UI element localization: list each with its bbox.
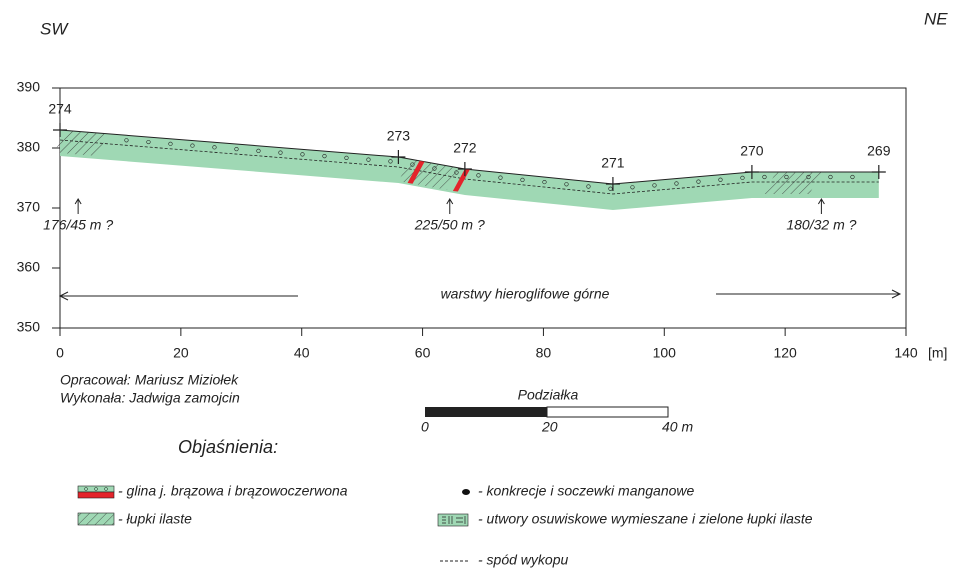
- dip-label: 176/45 m ?: [43, 217, 113, 233]
- station-label: 269: [867, 143, 891, 159]
- scale-bar: [425, 407, 547, 417]
- scale-tick: 20: [541, 419, 558, 435]
- x-tick-label: 60: [415, 345, 431, 361]
- legend-title: Objaśnienia:: [178, 437, 278, 457]
- dip-label: 225/50 m ?: [414, 217, 485, 233]
- credit: Wykonała: Jadwiga zamojcin: [60, 390, 240, 406]
- legend-label: - glina j. brązowa i brązowoczerwona: [118, 483, 348, 499]
- legend-label: - utwory osuwiskowe wymieszane i zielone…: [478, 511, 813, 527]
- x-tick-label: 140: [894, 345, 918, 361]
- y-tick-label: 360: [17, 259, 41, 275]
- x-tick-label: 100: [653, 345, 677, 361]
- dip-label: 180/32 m ?: [786, 217, 856, 233]
- direction-label: NE: [924, 9, 948, 28]
- station-label: 273: [387, 128, 411, 144]
- formation-arrow: [60, 292, 298, 300]
- scale-title: Podziałka: [518, 387, 579, 403]
- y-tick-label: 350: [17, 319, 41, 335]
- profile-diagram: SW NE 350 360 370 380 390 0 20 40 60 80 100 120 140 […: [0, 0, 954, 569]
- plot: 350 360 370 380 390 0 20 40 60 80 100 120 140 [m] 274 2…: [17, 79, 948, 361]
- formation-arrow: [716, 290, 900, 298]
- y-tick-label: 390: [17, 79, 41, 95]
- y-tick-label: 380: [17, 139, 41, 155]
- y-tick-label: 370: [17, 199, 41, 215]
- scale-bar: [547, 407, 668, 417]
- legend-label: - konkrecje i soczewki manganowe: [478, 483, 695, 499]
- credit: Opracował: Mariusz Miziołek: [60, 372, 239, 388]
- scale-tick: 40 m: [662, 419, 693, 435]
- x-tick-label: 120: [773, 345, 797, 361]
- legend-label: - łupki ilaste: [118, 511, 192, 527]
- station-label: 270: [740, 143, 764, 159]
- x-unit: [m]: [928, 345, 947, 361]
- x-tick-label: 20: [173, 345, 189, 361]
- station-label: 274: [48, 101, 72, 117]
- legend-label: - spód wykopu: [478, 552, 568, 568]
- legend-icon: [78, 486, 114, 498]
- formation-label: warstwy hieroglifowe górne: [441, 286, 610, 302]
- x-tick-label: 80: [536, 345, 552, 361]
- direction-label: SW: [40, 19, 69, 38]
- x-tick-label: 40: [294, 345, 310, 361]
- station-label: 271: [601, 155, 625, 171]
- dip-arrow: [818, 199, 824, 214]
- x-tick-label: 0: [56, 345, 64, 361]
- legend-icon: [438, 514, 468, 526]
- scale-tick: 0: [421, 419, 429, 435]
- dip-arrow: [75, 199, 81, 214]
- dip-arrow: [447, 199, 453, 214]
- legend-icon: [78, 513, 114, 525]
- legend-icon: [462, 489, 470, 495]
- station-label: 272: [453, 140, 477, 156]
